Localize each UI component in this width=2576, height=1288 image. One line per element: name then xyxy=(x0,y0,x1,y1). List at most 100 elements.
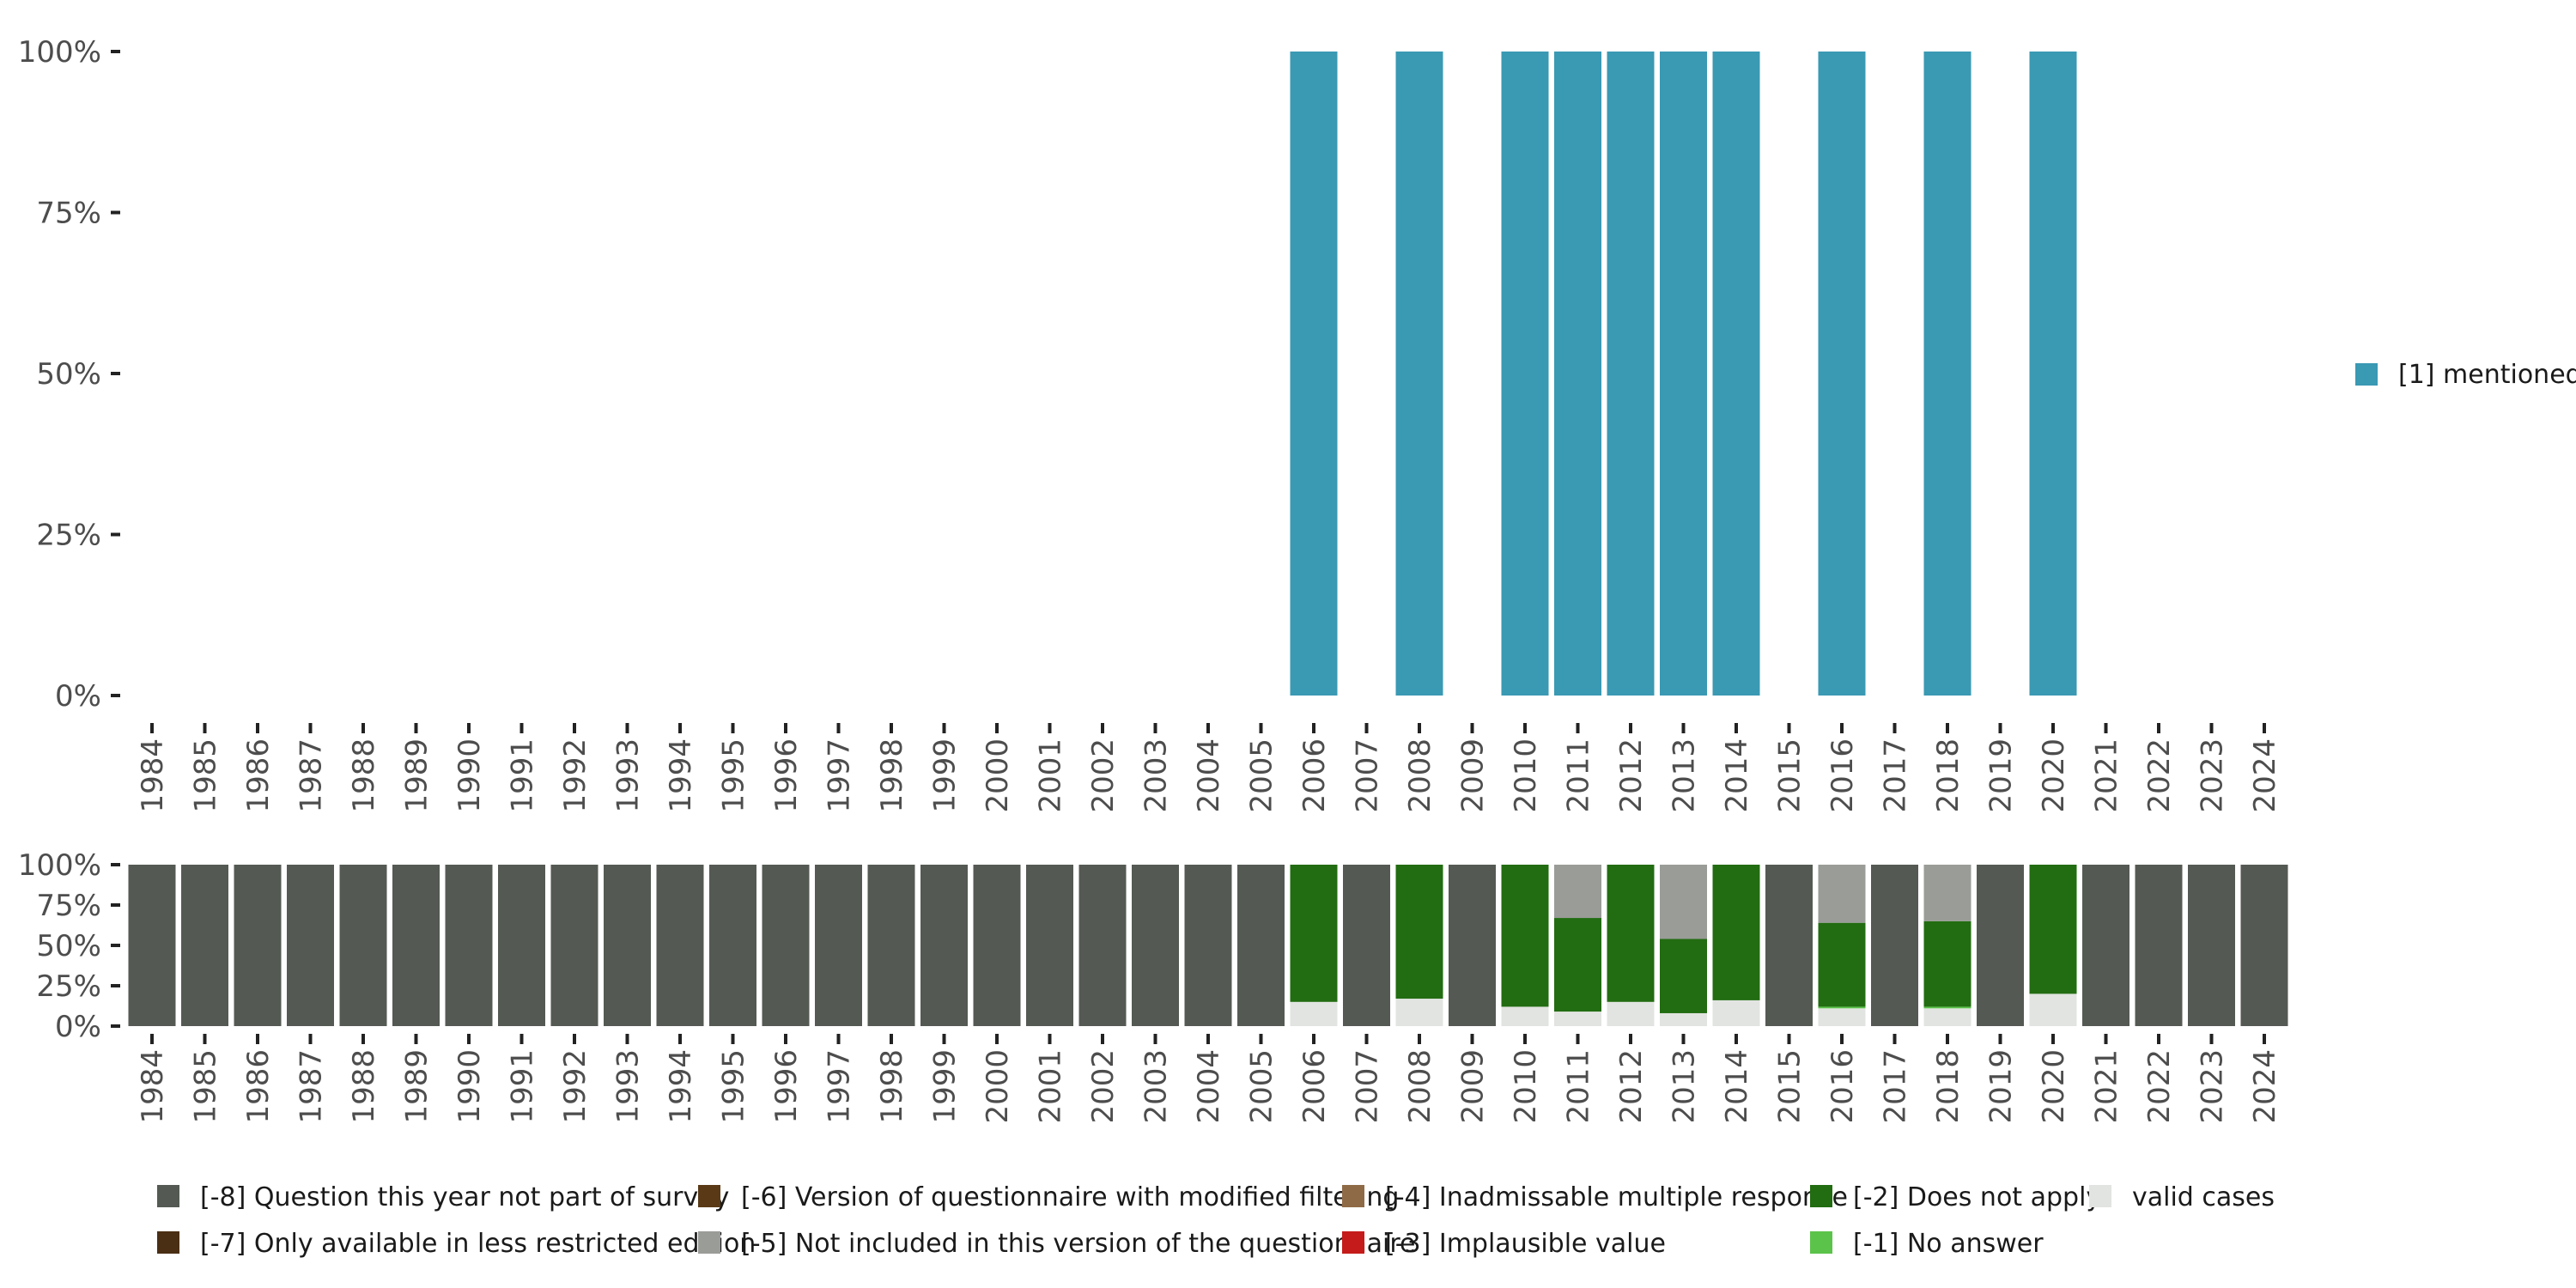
bar-2007-series-8 xyxy=(1343,865,1390,1026)
legend-swatch-bottom xyxy=(1810,1185,1832,1207)
x-tick-label: 1986 xyxy=(241,738,276,813)
x-tick-label: 2005 xyxy=(1245,738,1279,813)
x-tick-label: 2022 xyxy=(2142,738,2177,813)
x-tick-label: 2023 xyxy=(2196,1049,2230,1124)
bar-2008-series-0 xyxy=(1395,999,1443,1026)
bar-1995-series-8 xyxy=(709,865,756,1026)
x-tick-label: 1996 xyxy=(769,1049,804,1124)
x-tick-label: 2004 xyxy=(1192,738,1226,813)
x-tick-label: 1999 xyxy=(928,738,963,813)
bar-1993-series-8 xyxy=(604,865,651,1026)
x-tick-label: 1992 xyxy=(558,1049,592,1124)
bar-2010-series-0 xyxy=(1501,1006,1549,1026)
bar-2024-series-8 xyxy=(2240,865,2288,1026)
x-tick-label: 2018 xyxy=(1931,738,1965,813)
bar-1998-series-8 xyxy=(867,865,915,1026)
y-tick-label: 100% xyxy=(18,35,101,70)
x-tick-label: 1995 xyxy=(717,1049,751,1124)
bar-1997-series-8 xyxy=(815,865,862,1026)
x-tick-label: 1997 xyxy=(823,738,857,813)
bar-2016-series-1 xyxy=(1818,1006,1866,1009)
legend-label-bottom: [-1] No answer xyxy=(1853,1229,2044,1259)
bar-2013-series-0 xyxy=(1660,52,1707,696)
bar-2010-series-0 xyxy=(1501,52,1549,696)
x-tick-label: 2001 xyxy=(1034,1049,1068,1124)
x-tick-label: 1994 xyxy=(664,738,698,813)
bar-2012-series-0 xyxy=(1607,1001,1655,1026)
bar-1990-series-8 xyxy=(445,865,493,1026)
x-tick-label: 1988 xyxy=(347,1049,381,1124)
bar-1991-series-8 xyxy=(498,865,545,1026)
bar-2013-series-0 xyxy=(1660,1012,1707,1026)
legend-label-bottom: [-2] Does not apply xyxy=(1853,1182,2101,1212)
legend-swatch-bottom xyxy=(2089,1185,2111,1207)
bar-2000-series-8 xyxy=(973,865,1021,1026)
y-tick-label: 25% xyxy=(36,969,101,1004)
x-tick-label: 2009 xyxy=(1456,1049,1491,1124)
bar-2011-series-0 xyxy=(1554,52,1601,696)
bar-2012-series-2 xyxy=(1607,865,1655,1002)
bar-2008-series-2 xyxy=(1395,865,1443,999)
bar-1994-series-8 xyxy=(656,865,704,1026)
x-tick-label: 2021 xyxy=(2090,1049,2124,1124)
x-tick-label: 1997 xyxy=(823,1049,857,1124)
x-tick-label: 1985 xyxy=(189,1049,223,1124)
x-tick-label: 1993 xyxy=(611,738,646,813)
bar-2006-series-2 xyxy=(1290,865,1338,1002)
bar-2021-series-8 xyxy=(2082,865,2129,1026)
x-tick-label: 2003 xyxy=(1139,738,1174,813)
x-tick-label: 1992 xyxy=(558,738,592,813)
x-tick-label: 2003 xyxy=(1139,1049,1174,1124)
x-tick-label: 2011 xyxy=(1562,1049,1596,1124)
bar-2009-series-8 xyxy=(1449,865,1496,1026)
y-tick-label: 75% xyxy=(36,197,101,231)
x-tick-label: 2020 xyxy=(2037,738,2071,813)
bar-2018-series-5 xyxy=(1923,865,1971,921)
y-tick-label: 100% xyxy=(18,848,101,883)
bar-2010-series-2 xyxy=(1501,865,1549,1007)
bar-2014-series-0 xyxy=(1712,52,1760,696)
x-tick-label: 2017 xyxy=(1879,738,1913,813)
bar-2020-series-2 xyxy=(2029,865,2077,994)
x-tick-label: 1995 xyxy=(717,738,751,813)
bar-2006-series-0 xyxy=(1290,1001,1338,1026)
x-tick-label: 2013 xyxy=(1668,1049,1702,1124)
bar-1986-series-8 xyxy=(234,865,282,1026)
x-tick-label: 1987 xyxy=(295,1049,329,1124)
x-tick-label: 2019 xyxy=(1984,1049,2019,1124)
bar-2018-series-0 xyxy=(1923,1008,1971,1026)
x-tick-label: 1987 xyxy=(295,738,329,813)
x-tick-label: 2001 xyxy=(1034,738,1068,813)
x-tick-label: 2024 xyxy=(2248,738,2282,813)
y-tick-label: 50% xyxy=(36,357,101,392)
legend-label-bottom: valid cases xyxy=(2132,1182,2275,1212)
legend-swatch-bottom xyxy=(1342,1231,1364,1254)
legend-swatch-bottom xyxy=(1342,1185,1364,1207)
bottom-chart: 0% 25% 50% 75% 100% 1984 1985 1986 1987 1988 1989 1… xyxy=(18,848,2288,1124)
legend-label-bottom: [-3] Implausible value xyxy=(1385,1229,1666,1259)
legend-swatch-bottom xyxy=(157,1231,179,1254)
bar-2006-series-0 xyxy=(1290,52,1338,696)
bar-2012-series-0 xyxy=(1607,52,1655,696)
x-tick-label: 2005 xyxy=(1245,1049,1279,1124)
y-tick-label: 0% xyxy=(55,679,101,714)
x-tick-label: 2010 xyxy=(1509,1049,1543,1124)
bar-2002-series-8 xyxy=(1078,865,1127,1026)
x-tick-label: 2023 xyxy=(2196,738,2230,813)
bar-2016-series-5 xyxy=(1818,865,1866,923)
x-tick-label: 2002 xyxy=(1086,738,1121,813)
x-tick-label: 2018 xyxy=(1931,1049,1965,1124)
bar-2017-series-8 xyxy=(1871,865,1918,1026)
x-tick-label: 2012 xyxy=(1614,738,1649,813)
legend-label-bottom: [-6] Version of questionnaire with modif… xyxy=(741,1182,1399,1212)
bar-1989-series-8 xyxy=(392,865,440,1026)
bar-2008-series-0 xyxy=(1395,52,1443,696)
bar-2020-series-0 xyxy=(2029,993,2077,1026)
legend-swatch-bottom xyxy=(157,1185,179,1207)
x-tick-label: 2009 xyxy=(1456,738,1491,813)
legend-label-bottom: [-4] Inadmissable multiple response xyxy=(1385,1182,1848,1212)
x-tick-label: 2021 xyxy=(2090,738,2124,813)
x-tick-label: 2007 xyxy=(1351,1049,1385,1124)
legend-label-top: [1] mentioned xyxy=(2398,360,2576,390)
x-tick-label: 2010 xyxy=(1509,738,1543,813)
